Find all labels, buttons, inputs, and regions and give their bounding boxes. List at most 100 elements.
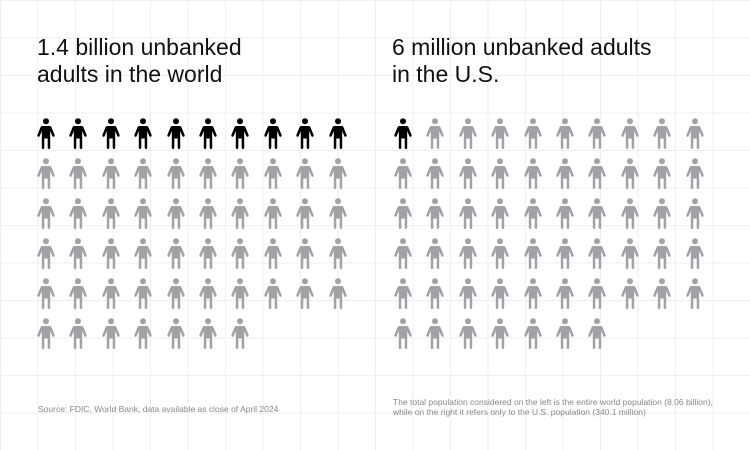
person-icon — [459, 238, 477, 269]
person-icon — [588, 198, 607, 229]
person-icon — [264, 278, 282, 309]
person-icon — [653, 278, 671, 309]
person-icon — [556, 118, 574, 149]
person-icon — [523, 278, 542, 309]
person-icon — [102, 238, 120, 269]
person-icon — [296, 278, 314, 309]
person-icon — [231, 318, 250, 349]
person-icon — [523, 238, 542, 269]
person-icon — [685, 278, 704, 309]
person-icon — [588, 118, 607, 149]
person-icon — [588, 318, 607, 349]
person-icon — [394, 198, 412, 229]
person-icon — [69, 278, 88, 309]
person-icon — [491, 158, 509, 189]
person-icon — [426, 238, 445, 269]
person-icon — [394, 158, 412, 189]
person-icon-highlighted — [69, 118, 88, 149]
person-icon — [166, 158, 185, 189]
person-icon — [166, 318, 185, 349]
person-icon — [685, 118, 704, 149]
person-icon — [37, 198, 55, 229]
person-icon — [523, 318, 542, 349]
right-panel-title: 6 million unbanked adults in the U.S. — [392, 34, 652, 88]
person-icon — [102, 158, 120, 189]
person-icon — [102, 198, 120, 229]
person-icon — [199, 198, 217, 229]
person-icon — [37, 278, 55, 309]
person-icon — [296, 238, 314, 269]
person-icon — [491, 238, 509, 269]
person-icon — [523, 158, 542, 189]
population-footnote: The total population considered on the l… — [393, 397, 713, 417]
person-icon-highlighted — [199, 118, 217, 149]
person-icon — [523, 118, 542, 149]
person-icon — [296, 198, 314, 229]
person-icon — [588, 238, 607, 269]
person-icon — [69, 318, 88, 349]
person-icon — [491, 278, 509, 309]
person-icon — [328, 198, 347, 229]
person-icon — [394, 318, 412, 349]
person-icon — [491, 318, 509, 349]
person-icon — [491, 198, 509, 229]
source-note: Source: FDIC, World Bank, data available… — [38, 404, 279, 414]
person-icon — [621, 238, 639, 269]
person-icon — [231, 278, 250, 309]
person-icon — [556, 238, 574, 269]
right-title-line2: in the U.S. — [392, 61, 500, 87]
person-icon — [653, 118, 671, 149]
person-icon — [394, 278, 412, 309]
person-icon-highlighted — [231, 118, 250, 149]
person-icon — [685, 158, 704, 189]
person-icon — [556, 198, 574, 229]
person-icon — [426, 118, 445, 149]
person-icon — [37, 318, 55, 349]
person-icon — [199, 158, 217, 189]
person-icon — [426, 198, 445, 229]
person-icon — [556, 318, 574, 349]
person-icon — [621, 158, 639, 189]
person-icon — [37, 158, 55, 189]
person-icon — [328, 278, 347, 309]
person-icon — [426, 318, 445, 349]
person-icon-highlighted — [264, 118, 282, 149]
person-icon — [459, 158, 477, 189]
person-icon-highlighted — [328, 118, 347, 149]
person-icon — [134, 198, 152, 229]
person-icon — [102, 318, 120, 349]
person-icon — [459, 198, 477, 229]
left-title-line1: 1.4 billion unbanked — [37, 34, 242, 60]
person-icon — [199, 238, 217, 269]
person-icon — [166, 278, 185, 309]
person-icon — [328, 158, 347, 189]
person-icon — [556, 158, 574, 189]
person-icon — [166, 238, 185, 269]
person-icon-highlighted — [394, 118, 412, 149]
us-pictogram-grid — [393, 118, 723, 358]
person-icon — [653, 158, 671, 189]
person-icon — [653, 198, 671, 229]
person-icon — [102, 278, 120, 309]
person-icon — [134, 318, 152, 349]
person-icon — [231, 198, 250, 229]
left-panel-title: 1.4 billion unbanked adults in the world — [37, 34, 242, 88]
person-icon — [556, 278, 574, 309]
person-icon — [264, 158, 282, 189]
person-icon — [328, 238, 347, 269]
person-icon — [69, 238, 88, 269]
person-icon-highlighted — [37, 118, 55, 149]
person-icon-highlighted — [102, 118, 120, 149]
person-icon — [459, 278, 477, 309]
person-icon — [459, 318, 477, 349]
person-icon — [134, 278, 152, 309]
person-icon — [426, 158, 445, 189]
person-icon — [134, 238, 152, 269]
person-icon — [653, 238, 671, 269]
person-icon — [134, 158, 152, 189]
person-icon — [588, 278, 607, 309]
person-icon — [69, 198, 88, 229]
person-icon — [523, 198, 542, 229]
person-icon — [685, 238, 704, 269]
person-icon-highlighted — [134, 118, 152, 149]
